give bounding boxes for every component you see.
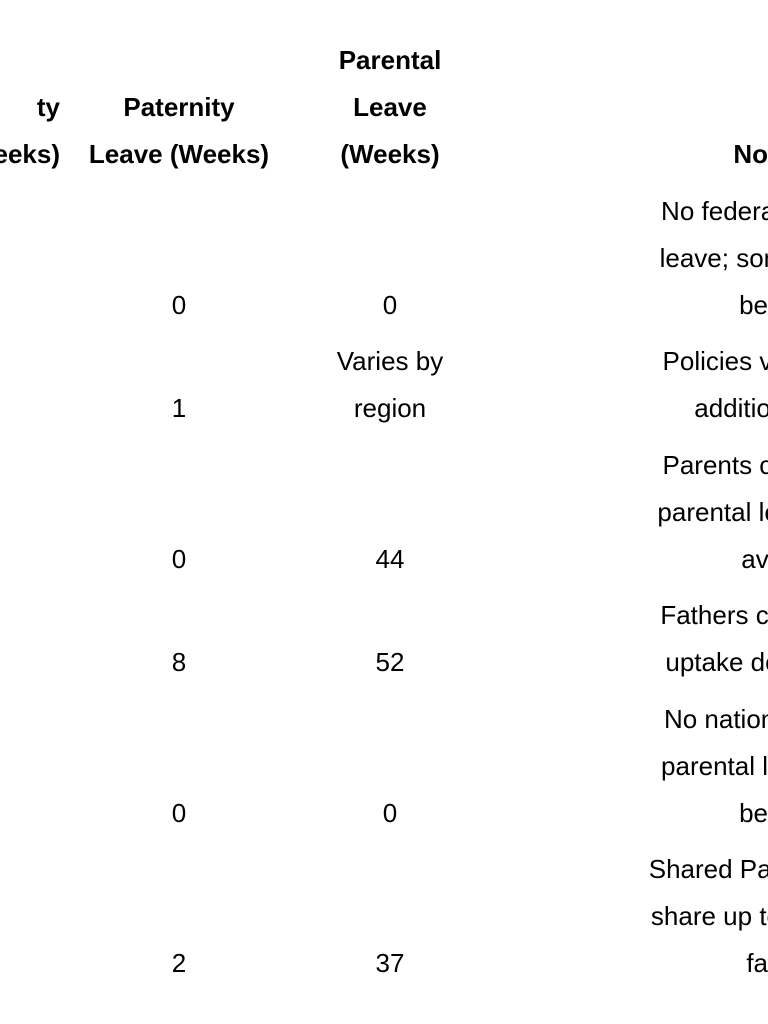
row-6-notes-line-3: fath xyxy=(746,948,768,978)
row-3-notes-line-1: Parents can share xyxy=(662,450,768,480)
row-2-notes-line-2: additional pa xyxy=(694,393,768,423)
row-5-notes-line-1: No national provis xyxy=(663,704,768,734)
header-paternity-line-1: Paternity xyxy=(123,92,235,122)
row-3-notes-line-3: avail xyxy=(741,544,768,574)
header-parental-line-2: Leave xyxy=(353,92,427,122)
row-6-notes-line-1: Shared Parental Lea xyxy=(648,854,768,884)
header-maternity-line-2: eeks) xyxy=(0,139,60,169)
header-notes-line-1: No xyxy=(733,139,768,169)
row-2-parental-line-2: region xyxy=(353,393,427,423)
header-maternity-line-1: ty xyxy=(36,92,60,122)
row-5-notes-line-3: bene xyxy=(739,798,768,828)
row-4-parental: 52 xyxy=(375,647,405,677)
row-4-paternity: 8 xyxy=(171,647,187,677)
row-1-notes-line-3: bene xyxy=(739,290,768,320)
row-1-notes-line-2: leave; some states xyxy=(659,243,768,273)
row-1-parental: 0 xyxy=(382,290,398,320)
header-parental-line-1: Parental xyxy=(338,45,442,75)
row-2-parental-line-1: Varies by xyxy=(336,346,444,376)
row-3-notes-line-2: parental leave; add xyxy=(657,497,768,527)
row-6-paternity: 2 xyxy=(171,948,187,978)
header-parental-line-3: (Weeks) xyxy=(340,139,440,169)
row-5-notes-line-2: parental leave; sor xyxy=(661,751,768,781)
row-3-parental: 44 xyxy=(375,544,405,574)
row-1-notes-line-1: No federal mandat xyxy=(661,196,768,226)
row-6-notes-line-2: share up to 37 week xyxy=(650,901,768,931)
row-6-parental: 37 xyxy=(375,948,405,978)
header-paternity-line-2: Leave (Weeks) xyxy=(88,139,270,169)
row-2-notes-line-1: Policies vary by pr xyxy=(662,346,768,376)
row-1-paternity: 0 xyxy=(171,290,187,320)
row-4-notes-line-2: uptake despite ge xyxy=(665,647,768,677)
row-4-notes-line-1: Fathers can take u xyxy=(660,600,768,630)
row-2-paternity: 1 xyxy=(171,393,187,423)
row-5-parental: 0 xyxy=(382,798,398,828)
row-5-paternity: 0 xyxy=(171,798,187,828)
row-3-paternity: 0 xyxy=(171,544,187,574)
